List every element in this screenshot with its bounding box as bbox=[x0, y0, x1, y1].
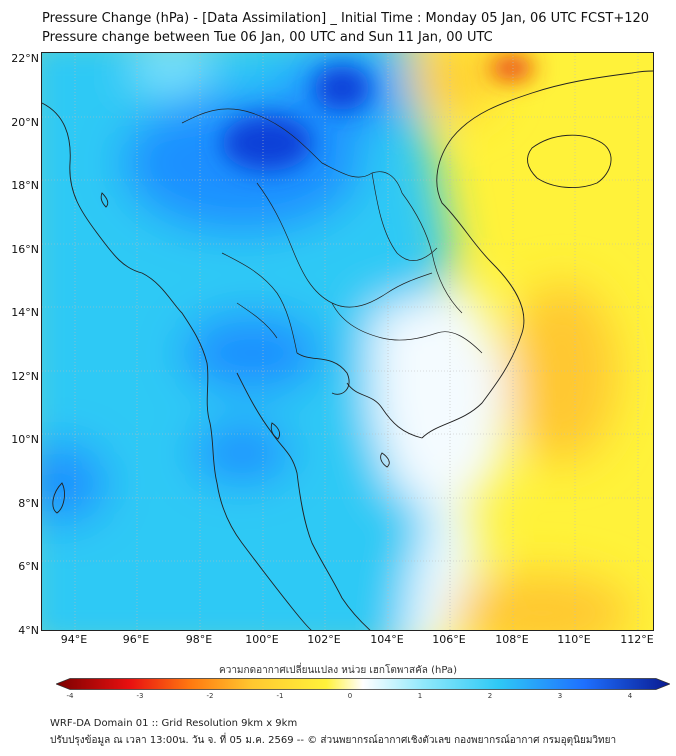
colorbar-tick-1: 1 bbox=[417, 692, 423, 700]
lon-label-94e: 94°E bbox=[60, 633, 88, 646]
colorbar-tick-m3: -3 bbox=[136, 692, 144, 700]
footer-model-info: WRF-DA Domain 01 :: Grid Resolution 9km … bbox=[50, 718, 298, 729]
lat-label-12n: 12°N bbox=[11, 370, 39, 383]
lon-label-106e: 106°E bbox=[432, 633, 466, 646]
lon-label-110e: 110°E bbox=[557, 633, 591, 646]
lat-label-16n: 16°N bbox=[11, 243, 39, 256]
lat-label-14n: 14°N bbox=[11, 306, 39, 319]
lon-label-108e: 108°E bbox=[495, 633, 529, 646]
colorbar-tick-4: 4 bbox=[627, 692, 633, 700]
colorbar-tick-0: 0 bbox=[347, 692, 353, 700]
lon-label-100e: 100°E bbox=[245, 633, 279, 646]
colorbar-tick-3: 3 bbox=[557, 692, 563, 700]
lon-label-98e: 98°E bbox=[185, 633, 213, 646]
lat-label-10n: 10°N bbox=[11, 433, 39, 446]
lon-label-104e: 104°E bbox=[370, 633, 404, 646]
coastlines bbox=[42, 70, 653, 630]
colorbar-tick-m1: -1 bbox=[276, 692, 284, 700]
pressure-change-map[interactable] bbox=[41, 52, 654, 631]
colorbar-tick-m4: -4 bbox=[66, 692, 74, 700]
colorbar-label: ความกดอากาศเปลี่ยนแปลง หน่วย เฮกโตพาสคัล… bbox=[219, 665, 457, 676]
lat-label-8n: 8°N bbox=[18, 497, 39, 510]
lat-label-6n: 6°N bbox=[18, 560, 39, 573]
lat-label-4n: 4°N bbox=[18, 624, 39, 637]
chart-title: Pressure Change (hPa) - [Data Assimilati… bbox=[42, 11, 650, 26]
lon-label-112e: 112°E bbox=[620, 633, 654, 646]
lat-label-18n: 18°N bbox=[11, 179, 39, 192]
lon-label-96e: 96°E bbox=[122, 633, 150, 646]
colorbar bbox=[56, 678, 670, 690]
colorbar-tick-2: 2 bbox=[487, 692, 493, 700]
pressure-field bbox=[42, 53, 653, 630]
chart-subtitle: Pressure change between Tue 06 Jan, 00 U… bbox=[42, 30, 493, 45]
country-borders bbox=[181, 108, 483, 354]
lat-label-20n: 20°N bbox=[11, 116, 39, 129]
colorbar-tick-m2: -2 bbox=[206, 692, 214, 700]
lon-label-102e: 102°E bbox=[307, 633, 341, 646]
map-canvas bbox=[42, 53, 653, 630]
lat-label-22n: 22°N bbox=[11, 52, 39, 65]
footer-update-credit: ปรับปรุงข้อมูล ณ เวลา 13:00น. วัน จ. ที่… bbox=[50, 735, 617, 746]
